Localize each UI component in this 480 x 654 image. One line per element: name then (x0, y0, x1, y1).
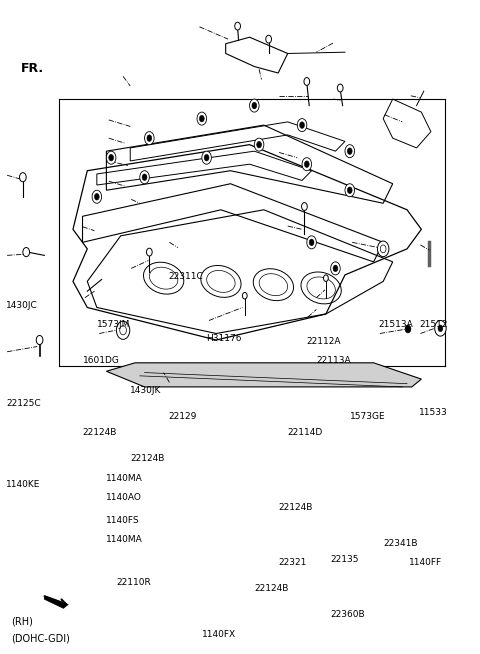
Text: 1430JK: 1430JK (130, 386, 162, 394)
Text: 22360B: 22360B (331, 610, 365, 619)
Circle shape (146, 249, 152, 256)
Circle shape (333, 265, 338, 271)
Circle shape (345, 184, 355, 197)
Circle shape (254, 138, 264, 151)
Circle shape (95, 194, 99, 200)
Circle shape (324, 275, 328, 281)
Text: 22321: 22321 (278, 558, 307, 567)
Circle shape (304, 78, 310, 86)
Circle shape (377, 241, 389, 256)
Polygon shape (107, 363, 421, 387)
Text: 1430JC: 1430JC (6, 301, 38, 310)
Circle shape (144, 131, 154, 145)
Text: 22124B: 22124B (278, 503, 312, 512)
Circle shape (302, 158, 312, 171)
Circle shape (109, 154, 114, 161)
Text: 1140MA: 1140MA (107, 536, 143, 544)
Circle shape (300, 122, 304, 128)
Circle shape (36, 336, 43, 345)
Circle shape (380, 245, 386, 252)
Circle shape (199, 115, 204, 122)
Text: 22341B: 22341B (383, 539, 418, 547)
Circle shape (197, 112, 206, 125)
Text: 1140FF: 1140FF (409, 558, 443, 567)
Circle shape (304, 161, 309, 167)
Circle shape (405, 325, 411, 333)
Text: 1140FX: 1140FX (202, 630, 236, 639)
Text: 22124B: 22124B (254, 584, 288, 593)
Text: 1573JM: 1573JM (97, 320, 130, 330)
Circle shape (435, 320, 446, 336)
Text: 22124B: 22124B (83, 428, 117, 437)
Text: 1140MA: 1140MA (107, 473, 143, 483)
Text: 11533: 11533 (419, 408, 448, 417)
Text: 22124B: 22124B (130, 454, 165, 463)
Text: 22129: 22129 (168, 411, 197, 421)
Text: 1140FS: 1140FS (107, 516, 140, 525)
Text: (DOHC-GDI): (DOHC-GDI) (11, 633, 70, 643)
Text: 22311C: 22311C (168, 271, 203, 281)
Circle shape (116, 321, 130, 339)
Text: 22113A: 22113A (316, 356, 351, 366)
Text: 22112A: 22112A (307, 337, 341, 346)
Circle shape (297, 118, 307, 131)
Polygon shape (44, 596, 68, 608)
Circle shape (337, 84, 343, 92)
Circle shape (250, 99, 259, 112)
Circle shape (120, 326, 126, 335)
Text: 1601DG: 1601DG (83, 356, 120, 366)
Circle shape (348, 187, 352, 194)
Circle shape (147, 135, 152, 141)
Circle shape (257, 141, 262, 148)
Circle shape (266, 35, 272, 43)
Circle shape (438, 325, 443, 332)
Text: 22114D: 22114D (288, 428, 323, 437)
Text: 1573GE: 1573GE (350, 411, 385, 421)
Circle shape (348, 148, 352, 154)
Circle shape (331, 262, 340, 275)
Circle shape (92, 190, 102, 203)
Circle shape (20, 173, 26, 182)
Text: FR.: FR. (21, 62, 44, 75)
Text: 21512: 21512 (419, 320, 447, 330)
Text: H31176: H31176 (206, 334, 242, 343)
Text: (RH): (RH) (11, 617, 33, 627)
Text: 22125C: 22125C (6, 399, 41, 407)
Circle shape (309, 239, 314, 246)
Circle shape (235, 22, 240, 30)
Text: 1140KE: 1140KE (6, 480, 40, 489)
Circle shape (242, 292, 247, 299)
Text: 21513A: 21513A (378, 320, 413, 330)
Circle shape (202, 151, 211, 164)
Text: 22110R: 22110R (116, 577, 151, 587)
Text: 1140AO: 1140AO (107, 493, 142, 502)
Circle shape (307, 236, 316, 249)
Circle shape (142, 174, 147, 181)
Circle shape (204, 154, 209, 161)
Circle shape (107, 151, 116, 164)
Circle shape (301, 203, 307, 211)
Circle shape (23, 248, 30, 256)
Circle shape (140, 171, 149, 184)
Circle shape (345, 145, 355, 158)
Text: 22135: 22135 (331, 555, 359, 564)
Circle shape (252, 102, 257, 109)
